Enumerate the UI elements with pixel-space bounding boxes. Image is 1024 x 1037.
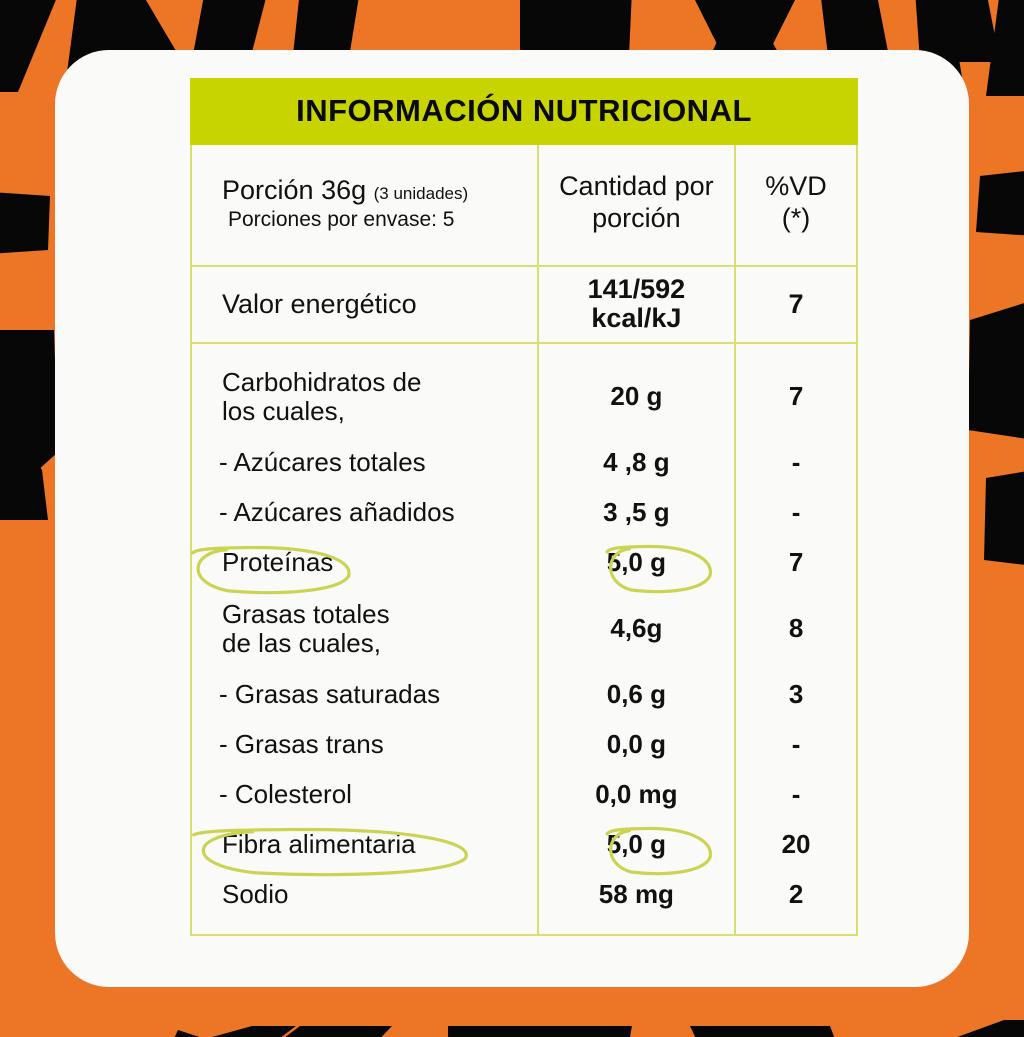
nutrient-label: - Colesterol — [219, 779, 352, 810]
nutrition-information-table: INFORMACIÓN NUTRICIONAL Porción 36g (3 u… — [190, 78, 858, 936]
nutrient-value: 0,6 g — [539, 679, 734, 710]
nutrient-value: 20 g — [539, 381, 734, 412]
nutrient-vd-row: - — [736, 488, 856, 538]
nutrient-label: Carbohidratos de los cuales, — [222, 366, 422, 426]
nutrient-vd-row: 8 — [736, 588, 856, 670]
nutrient-value-list: 20 g 4 ,8 g 3 ,5 g 5,0 g 4,6g 0,6 g 0,0 g 0,0 m… — [539, 344, 734, 934]
nutrient-row: Sodio — [192, 870, 537, 920]
nutrient-vd-value: 3 — [788, 679, 804, 710]
nutrient-vd-row: 3 — [736, 670, 856, 720]
nutrient-vd-value: 7 — [788, 547, 804, 578]
nutrient-label: Grasas totales de las cuales, — [222, 598, 390, 658]
nutrient-value: 5,0 g — [539, 545, 734, 594]
nutrient-value-text: 5,0 g — [605, 827, 712, 876]
nutrient-value-row: 0,6 g — [539, 670, 734, 720]
nutrient-label: - Azúcares totales — [219, 447, 426, 478]
nutrient-vd-row: - — [736, 438, 856, 488]
amount-column-header: Cantidad por porción — [536, 143, 737, 267]
nutrient-row: Grasas totales de las cuales, — [192, 588, 537, 670]
nutrient-label-list: Carbohidratos de los cuales, - Azúcares t… — [190, 344, 537, 934]
serving-header-row: Porción 36g (3 unidades) Porciones por e… — [190, 143, 858, 267]
table-title: INFORMACIÓN NUTRICIONAL — [190, 78, 858, 145]
energy-value: 141/592 kcal/kJ — [536, 264, 737, 344]
nutrient-row: Fibra alimentaria — [192, 820, 537, 877]
amount-header-line2: porción — [592, 202, 681, 233]
nutrient-value-row: 4,6g — [539, 588, 734, 670]
nutrient-row: Proteínas — [190, 538, 537, 595]
nutrient-labels-column: Carbohidratos de los cuales, - Azúcares t… — [190, 341, 539, 936]
nutrient-row: - Colesterol — [192, 770, 537, 820]
nutrient-vd-value: 7 — [788, 381, 804, 412]
nutrient-vd-value: - — [791, 779, 801, 810]
nutrient-vd-row: 7 — [736, 356, 856, 438]
nutrient-vd-value: 8 — [788, 613, 804, 644]
energy-row: Valor energético 141/592 kcal/kJ 7 — [190, 264, 858, 344]
nutrient-row: - Azúcares añadidos — [192, 488, 537, 538]
nutrient-vd-row: - — [736, 770, 856, 820]
nutrient-vd-value: 20 — [781, 829, 811, 860]
vd-column-header: %VD (*) — [734, 143, 858, 267]
nutrient-value-text: 4,6g — [610, 613, 663, 644]
vd-header-line1: %VD — [765, 171, 827, 201]
nutrient-vd-list: 7 - - 7 8 3 - - 20 2 — [736, 344, 856, 934]
servings-per-package: Porciones por envase: 5 — [228, 207, 455, 231]
nutrient-value-text: 5,0 g — [605, 545, 712, 594]
amount-header-line1: Cantidad por — [559, 171, 714, 201]
nutrient-label: - Grasas saturadas — [219, 679, 441, 710]
nutrient-value-row: 3 ,5 g — [539, 488, 734, 538]
nutrient-value-row: 0,0 mg — [539, 770, 734, 820]
energy-value-line1: 141/592 — [587, 273, 686, 304]
nutrient-value-row: 58 mg — [539, 870, 734, 920]
nutrient-vd-value: - — [791, 447, 801, 478]
nutrients-body-row: Carbohidratos de los cuales, - Azúcares t… — [190, 341, 858, 936]
nutrient-vd-row: 7 — [736, 538, 856, 588]
nutrient-vd-row: 20 — [736, 820, 856, 870]
nutrient-vd-row: 2 — [736, 870, 856, 920]
nutrient-value-text: 0,6 g — [606, 679, 666, 710]
serving-portion-units: (3 unidades) — [373, 183, 469, 203]
vd-header-line2: (*) — [781, 202, 811, 233]
energy-value-line2: kcal/kJ — [591, 303, 682, 334]
nutrient-value-text: 0,0 mg — [595, 779, 678, 810]
nutrient-value-text: 4 ,8 g — [603, 447, 670, 478]
nutrient-value: 0,0 g — [539, 729, 734, 760]
nutrient-value: 5,0 g — [539, 827, 734, 876]
nutrient-value-row: 0,0 g — [539, 720, 734, 770]
nutrient-row: - Grasas trans — [192, 720, 537, 770]
nutrient-value-row: 20 g — [539, 356, 734, 438]
nutrient-value-row: 4 ,8 g — [539, 438, 734, 488]
nutrient-value-text: 58 mg — [598, 879, 674, 910]
energy-vd: 7 — [734, 264, 858, 344]
serving-portion-line: Porción 36g (3 unidades) — [222, 174, 537, 207]
serving-cell: Porción 36g (3 unidades) Porciones por e… — [190, 143, 539, 267]
energy-label: Valor energético — [190, 264, 539, 344]
nutrient-vd-value: 2 — [788, 879, 804, 910]
nutrient-label: Proteínas — [190, 546, 351, 595]
nutrient-value-row: 5,0 g — [539, 538, 734, 594]
nutrient-value-text: 20 g — [610, 381, 663, 412]
nutrient-value: 0,0 mg — [539, 779, 734, 810]
nutrient-vd-column: 7 - - 7 8 3 - - 20 2 — [734, 341, 858, 936]
table-header-row: INFORMACIÓN NUTRICIONAL — [190, 78, 858, 145]
nutrient-values-column: 20 g 4 ,8 g 3 ,5 g 5,0 g 4,6g 0,6 g 0,0 g 0,0 m… — [536, 341, 737, 936]
nutrient-value-text: 3 ,5 g — [603, 497, 670, 528]
serving-portion-label: Porción — [222, 174, 314, 205]
nutrient-label: Fibra alimentaria — [192, 828, 468, 877]
nutrient-vd-row: - — [736, 720, 856, 770]
nutrient-row: - Grasas saturadas — [192, 670, 537, 720]
nutrient-value-text: 0,0 g — [606, 729, 666, 760]
nutrient-label: - Grasas trans — [219, 729, 384, 760]
nutrient-value: 3 ,5 g — [539, 497, 734, 528]
nutrient-value: 58 mg — [539, 879, 734, 910]
nutrient-row: - Azúcares totales — [192, 438, 537, 488]
nutrient-value-row: 5,0 g — [539, 820, 734, 876]
nutrient-vd-value: - — [791, 497, 801, 528]
nutrient-value: 4 ,8 g — [539, 447, 734, 478]
nutrient-label: - Azúcares añadidos — [219, 497, 455, 528]
nutrient-row: Carbohidratos de los cuales, — [192, 356, 537, 438]
nutrient-vd-value: - — [791, 729, 801, 760]
serving-portion-amount: 36g — [321, 174, 367, 205]
nutrient-label: Sodio — [222, 879, 289, 910]
nutrient-value: 4,6g — [539, 613, 734, 644]
